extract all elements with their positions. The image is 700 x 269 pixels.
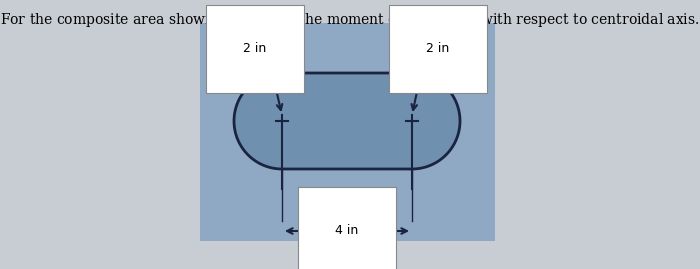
Text: 2 in: 2 in	[244, 43, 267, 55]
Text: For the composite area shown, determine the moment of inertia $\mathbf{I\!X}_c$ : For the composite area shown, determine …	[0, 11, 700, 29]
Bar	[200, 23, 495, 241]
Text: 2 in: 2 in	[426, 43, 449, 55]
Polygon shape	[234, 73, 460, 169]
Text: 4 in: 4 in	[335, 225, 358, 238]
